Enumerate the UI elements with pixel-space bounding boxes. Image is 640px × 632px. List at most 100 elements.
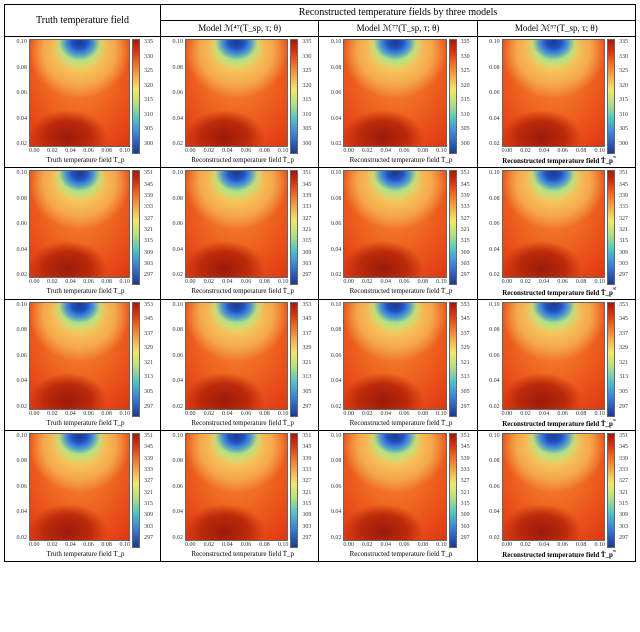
plot-area: 0.100.080.060.040.02 0.000.020.040.060.0… (185, 39, 288, 154)
x-ticks: 0.000.020.040.060.080.10 (185, 148, 288, 154)
header-row: Truth temperature field Reconstructed te… (5, 5, 635, 37)
colorbar: 353345337329321313305297 (607, 302, 617, 417)
colorbar-ticks: 351345339333327321315309303297 (619, 170, 633, 278)
colorbar: 335330325320315310305300 (290, 39, 300, 154)
heatmap-panel: 0.100.080.060.040.02 0.000.020.040.060.0… (321, 433, 474, 558)
recon-cell: 0.100.080.060.040.02 0.000.020.040.060.0… (478, 431, 635, 561)
heatmap-panel: 0.100.080.060.040.02 0.000.020.040.060.0… (321, 170, 474, 295)
colorbar: 335330325320315310305300 (449, 39, 459, 154)
recon-cell: 0.100.080.060.040.02 0.000.020.040.060.0… (161, 168, 319, 298)
colorbar: 335330325320315310305300 (132, 39, 142, 154)
y-ticks: 0.100.080.060.040.02 (163, 433, 183, 541)
truth-cell: 0.100.080.060.040.02 0.000.020.040.060.0… (5, 168, 161, 298)
heatmap (185, 433, 288, 541)
colorbar-gradient (132, 39, 140, 154)
y-ticks: 0.100.080.060.040.02 (7, 39, 27, 147)
heatmap (502, 433, 605, 541)
body-row: 0.100.080.060.040.02 0.000.020.040.060.0… (5, 37, 635, 168)
y-ticks: 0.100.080.060.040.02 (7, 302, 27, 410)
panel-caption: Truth temperature field T_p (29, 156, 142, 164)
colorbar: 353345337329321313305297 (132, 302, 142, 417)
recon-cell: 0.100.080.060.040.02 0.000.020.040.060.0… (319, 300, 477, 430)
x-ticks: 0.000.020.040.060.080.10 (502, 542, 605, 548)
heatmap-panel: 0.100.080.060.040.02 0.000.020.040.060.0… (163, 170, 316, 295)
colorbar: 351345339333327321315309303297 (607, 433, 617, 548)
colorbar: 351345339333327321315309303297 (290, 170, 300, 285)
heatmap-panel: 0.100.080.060.040.02 0.000.020.040.060.0… (7, 302, 158, 427)
y-ticks: 0.100.080.060.040.02 (163, 39, 183, 147)
truth-cell: 0.100.080.060.040.02 0.000.020.040.060.0… (5, 37, 161, 167)
heatmap-panel: 0.100.080.060.040.02 0.000.020.040.060.0… (321, 39, 474, 164)
colorbar-ticks: 353345337329321313305297 (144, 302, 158, 410)
colorbar-gradient (132, 170, 140, 285)
heatmap (29, 433, 130, 541)
heatmap-panel: 0.100.080.060.040.02 0.000.020.040.060.0… (163, 39, 316, 164)
heatmap (343, 433, 446, 541)
panel-caption: Reconstructed temperature field T̂_p⁹⁷ (502, 550, 617, 559)
recon-cell: 0.100.080.060.040.02 0.000.020.040.060.0… (478, 168, 635, 298)
header-models-row: Model ℳ⁴⁷(T_sp, τ; θ) Model ℳ⁷⁷(T_sp, τ;… (161, 21, 635, 36)
plot-area: 0.100.080.060.040.02 0.000.020.040.060.0… (502, 39, 605, 154)
panel-caption: Reconstructed temperature field T̂_p (185, 419, 300, 427)
panel-caption: Reconstructed temperature field T̂_p⁹⁷ (502, 287, 617, 296)
colorbar: 353345337329321313305297 (449, 302, 459, 417)
x-ticks: 0.000.020.040.060.080.10 (343, 279, 446, 285)
colorbar-ticks: 353345337329321313305297 (461, 302, 475, 410)
colorbar-ticks: 335330325320315310305300 (461, 39, 475, 147)
truth-cell: 0.100.080.060.040.02 0.000.020.040.060.0… (5, 431, 161, 561)
heatmap (343, 302, 446, 410)
colorbar: 351345339333327321315309303297 (607, 170, 617, 285)
colorbar-gradient (607, 39, 615, 154)
y-ticks: 0.100.080.060.040.02 (321, 39, 341, 147)
colorbar-ticks: 351345339333327321315309303297 (461, 433, 475, 541)
header-model-1: Model ℳ⁴⁷(T_sp, τ; θ) (161, 21, 319, 36)
panel-caption: Reconstructed temperature field T̂_p (343, 156, 458, 164)
x-ticks: 0.000.020.040.060.080.10 (185, 542, 288, 548)
colorbar: 351345339333327321315309303297 (449, 170, 459, 285)
header-recon-wrap: Reconstructed temperature fields by thre… (161, 5, 635, 36)
y-ticks: 0.100.080.060.040.02 (7, 170, 27, 278)
heatmap-panel: 0.100.080.060.040.02 0.000.020.040.060.0… (480, 433, 633, 559)
colorbar-gradient (607, 302, 615, 417)
heatmap (502, 39, 605, 147)
panel-caption: Reconstructed temperature field T̂_p (343, 550, 458, 558)
plot-area: 0.100.080.060.040.02 0.000.020.040.060.0… (502, 302, 605, 417)
colorbar-gradient (449, 433, 457, 548)
x-ticks: 0.000.020.040.060.080.10 (502, 148, 605, 154)
heatmap-panel: 0.100.080.060.040.02 0.000.020.040.060.0… (480, 302, 633, 428)
body-row: 0.100.080.060.040.02 0.000.020.040.060.0… (5, 300, 635, 431)
panel-caption: Truth temperature field T_p (29, 287, 142, 295)
heatmap (29, 302, 130, 410)
body-row: 0.100.080.060.040.02 0.000.020.040.060.0… (5, 431, 635, 561)
heatmap (29, 170, 130, 278)
plot-area: 0.100.080.060.040.02 0.000.020.040.060.0… (185, 170, 288, 285)
heatmap (502, 170, 605, 278)
recon-cell: 0.100.080.060.040.02 0.000.020.040.060.0… (319, 37, 477, 167)
x-ticks: 0.000.020.040.060.080.10 (502, 411, 605, 417)
recon-cell: 0.100.080.060.040.02 0.000.020.040.060.0… (319, 168, 477, 298)
x-ticks: 0.000.020.040.060.080.10 (343, 148, 446, 154)
header-truth: Truth temperature field (5, 5, 161, 36)
x-ticks: 0.000.020.040.060.080.10 (343, 411, 446, 417)
panel-caption: Reconstructed temperature field T̂_p⁹⁷ (502, 419, 617, 428)
rows-container: 0.100.080.060.040.02 0.000.020.040.060.0… (5, 37, 635, 561)
x-ticks: 0.000.020.040.060.080.10 (29, 542, 130, 548)
colorbar-ticks: 353345337329321313305297 (619, 302, 633, 410)
colorbar-gradient (290, 433, 298, 548)
colorbar-ticks: 335330325320315310305300 (144, 39, 158, 147)
colorbar-ticks: 351345339333327321315309303297 (302, 170, 316, 278)
heatmap (185, 302, 288, 410)
heatmap-panel: 0.100.080.060.040.02 0.000.020.040.060.0… (163, 433, 316, 558)
y-ticks: 0.100.080.060.040.02 (321, 433, 341, 541)
plot-area: 0.100.080.060.040.02 0.000.020.040.060.0… (185, 302, 288, 417)
recon-cell: 0.100.080.060.040.02 0.000.020.040.060.0… (319, 431, 477, 561)
colorbar: 351345339333327321315309303297 (290, 433, 300, 548)
body-row: 0.100.080.060.040.02 0.000.020.040.060.0… (5, 168, 635, 299)
colorbar-gradient (290, 170, 298, 285)
heatmap-panel: 0.100.080.060.040.02 0.000.020.040.060.0… (480, 39, 633, 165)
x-ticks: 0.000.020.040.060.080.10 (185, 279, 288, 285)
heatmap (29, 39, 130, 147)
plot-area: 0.100.080.060.040.02 0.000.020.040.060.0… (502, 433, 605, 548)
colorbar-gradient (449, 170, 457, 285)
heatmap-panel: 0.100.080.060.040.02 0.000.020.040.060.0… (7, 433, 158, 558)
